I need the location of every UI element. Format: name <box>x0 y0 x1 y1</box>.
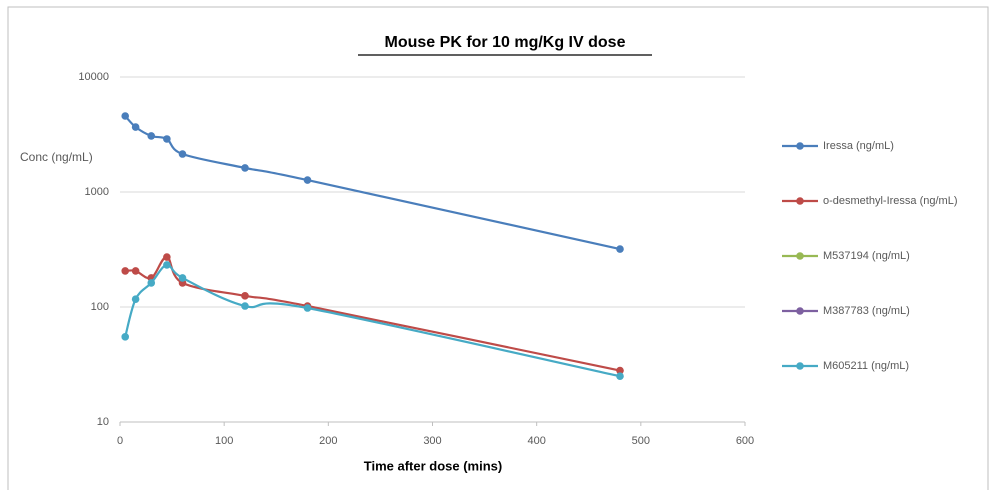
data-point <box>616 366 624 375</box>
legend-marker <box>796 142 804 150</box>
x-tick-label: 300 <box>423 435 441 447</box>
data-point <box>163 253 171 261</box>
x-axis-title: Time after dose (mins) <box>364 458 502 473</box>
data-point <box>178 274 187 282</box>
data-point <box>121 267 130 275</box>
legend-label: Iressa (ng/mL) <box>823 140 894 152</box>
legend-marker <box>796 197 804 205</box>
series-line <box>125 255 621 372</box>
x-tick-label: 0 <box>117 435 123 447</box>
legend-marker <box>796 307 804 315</box>
legend-marker <box>796 252 804 260</box>
chart-border <box>7 6 989 490</box>
data-point <box>616 372 624 381</box>
data-point <box>121 333 130 341</box>
y-tick-label: 10 <box>97 416 109 428</box>
legend-label: M537194 (ng/mL) <box>823 250 910 262</box>
data-point <box>178 150 187 158</box>
x-tick-label: 400 <box>527 435 545 447</box>
data-point <box>616 245 624 253</box>
data-point <box>131 267 140 275</box>
y-tick-label: 10000 <box>78 71 109 83</box>
data-point <box>303 304 312 312</box>
x-tick-label: 200 <box>319 435 337 447</box>
data-point <box>131 295 140 303</box>
data-point <box>121 112 130 120</box>
legend-label: o-desmethyl-Iressa (ng/mL) <box>823 195 958 207</box>
series-line <box>124 115 621 251</box>
data-point <box>241 302 249 310</box>
data-point <box>131 123 140 131</box>
y-axis-title: Conc (ng/mL) <box>20 150 93 164</box>
data-point <box>163 135 171 143</box>
x-tick-label: 100 <box>215 435 233 447</box>
legend-label: M387783 (ng/mL) <box>823 305 910 317</box>
x-tick-label: 600 <box>736 435 754 447</box>
series-line <box>124 263 621 378</box>
legend-label: M605211 (ng/mL) <box>823 360 909 372</box>
data-point <box>241 292 249 300</box>
legend-marker <box>796 362 804 370</box>
data-point <box>147 132 156 140</box>
data-point <box>303 176 312 184</box>
y-tick-label: 1000 <box>85 186 109 198</box>
data-point <box>241 164 249 172</box>
y-tick-label: 100 <box>91 301 109 313</box>
chart-title: Mouse PK for 10 mg/Kg IV dose <box>385 34 626 51</box>
data-point <box>147 279 156 287</box>
x-tick-label: 500 <box>632 435 650 447</box>
data-point <box>163 261 171 269</box>
